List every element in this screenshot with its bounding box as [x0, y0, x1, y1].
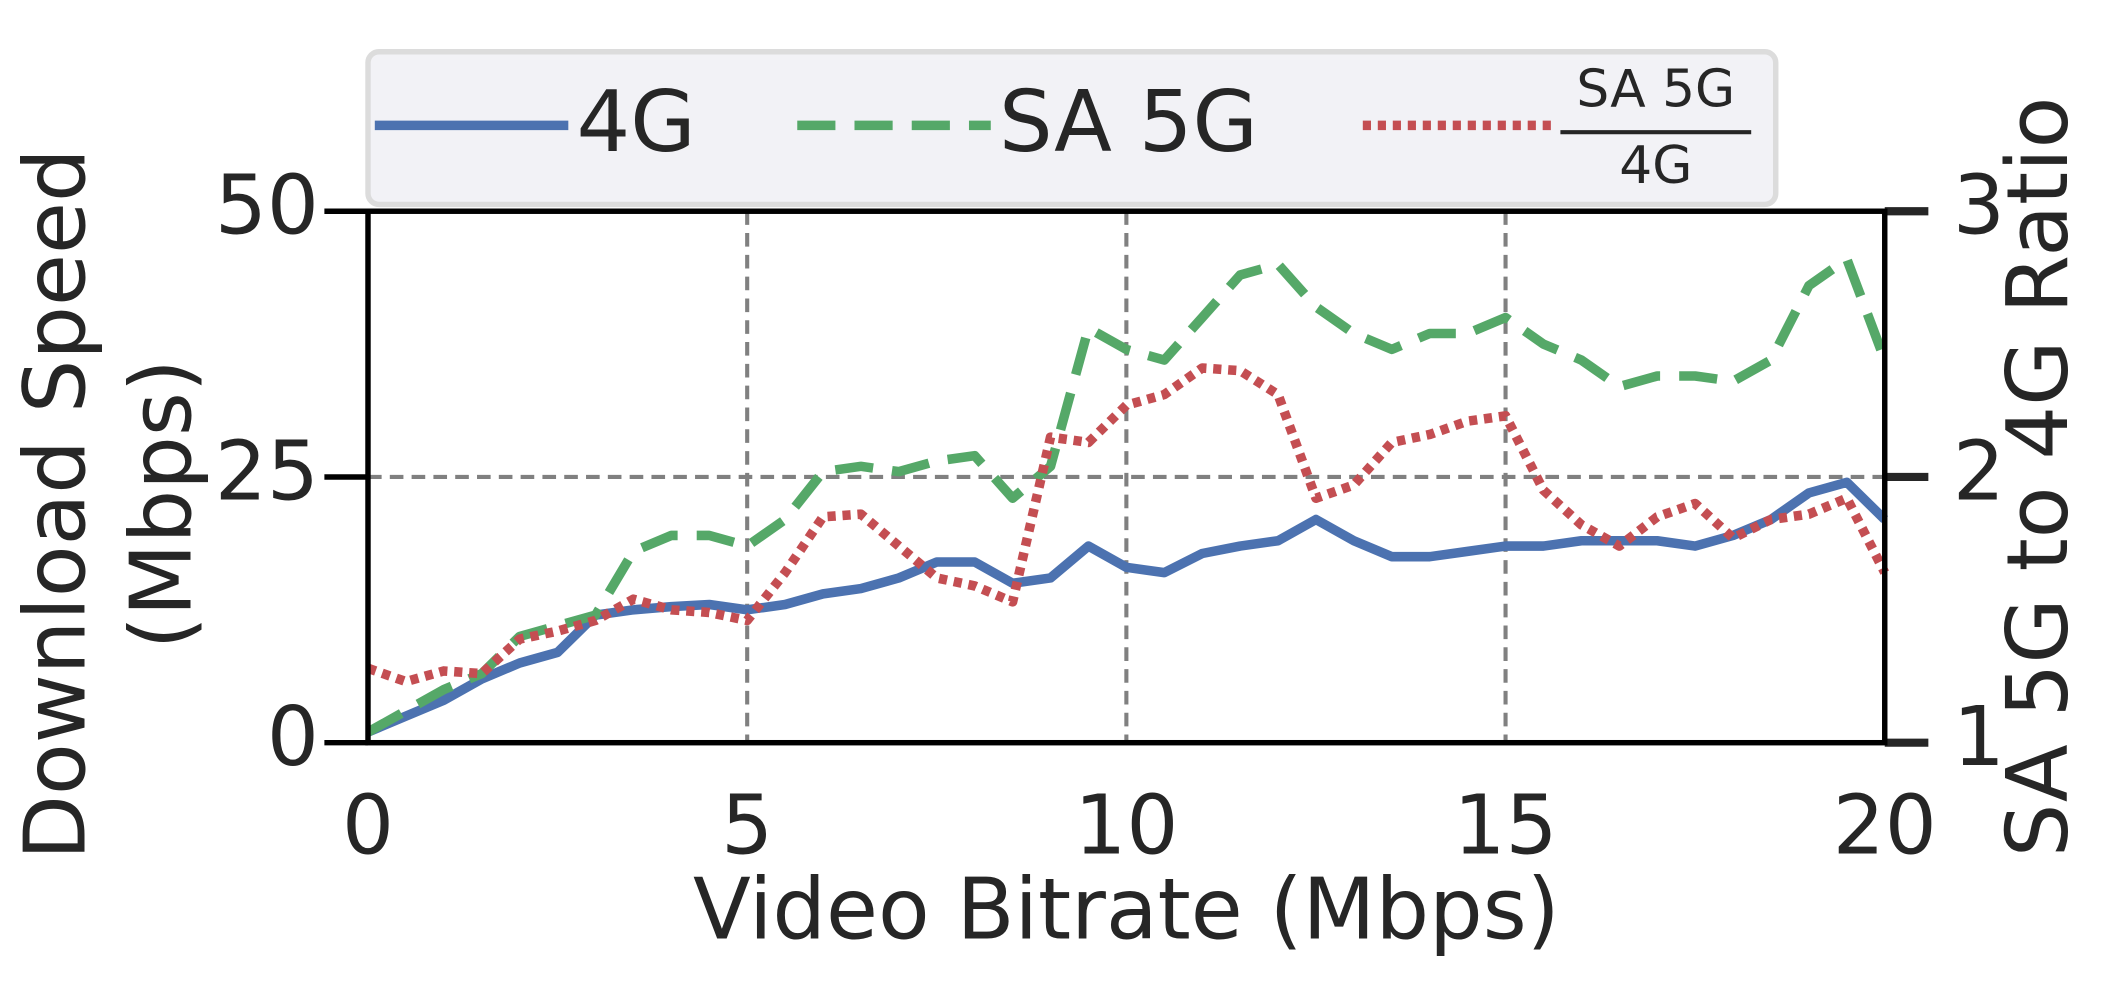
y2-tick-label: 1: [1953, 690, 2005, 785]
line-series: [366, 363, 1889, 687]
legend-box: [365, 49, 1779, 208]
plot-frame: [365, 208, 1888, 746]
x-axis-label: Video Bitrate (Mbps): [693, 861, 1560, 959]
x-tick-label: 20: [1833, 779, 1937, 874]
x-tick-label: 0: [342, 779, 394, 874]
y2-tick-label: 2: [1953, 424, 2005, 519]
legend-label: 4G: [576, 73, 695, 171]
y2-tick-label: 3: [1953, 159, 2005, 254]
legend-label: SA 5G: [999, 73, 1258, 171]
y-tick-label: 50: [215, 159, 319, 254]
legend-label: 4G: [1619, 136, 1692, 196]
y-axis-label: (Mbps): [113, 359, 211, 649]
x-tick-label: 10: [1074, 779, 1178, 874]
y-tick-label: 0: [267, 690, 319, 785]
legend-label: SA 5G: [1576, 60, 1735, 120]
y-tick-label: 25: [215, 424, 319, 519]
legend: 4G SA 5G SA 5G 4G: [365, 49, 1779, 208]
x-tick-label: 5: [721, 779, 773, 874]
y2-axis-label: SA 5G to 4G Ratio: [1989, 97, 2087, 858]
y-axis-label: Download Speed: [6, 148, 104, 860]
line-series: [365, 254, 1890, 737]
x-tick-label: 15: [1454, 779, 1558, 874]
